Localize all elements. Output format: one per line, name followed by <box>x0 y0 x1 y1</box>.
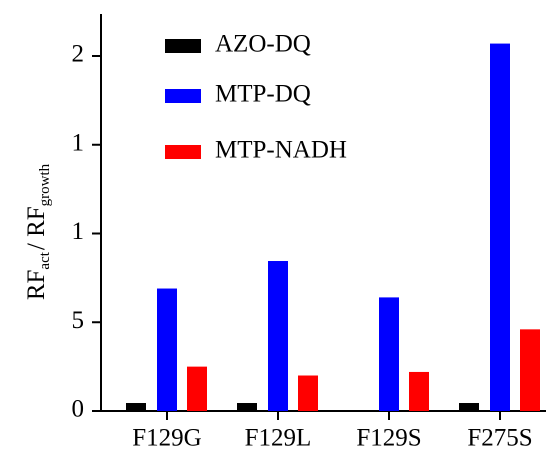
bar <box>187 366 207 411</box>
bar <box>298 375 318 411</box>
bar <box>409 371 429 411</box>
bar <box>268 261 288 411</box>
y-tick-label: 0 <box>72 396 85 423</box>
bar <box>459 403 479 411</box>
x-tick-label: F275S <box>467 425 532 452</box>
y-label-part: growth <box>37 163 53 206</box>
legend-label: MTP-NADH <box>215 137 347 164</box>
x-tick-label: F129S <box>356 425 421 452</box>
legend-swatch <box>165 39 201 53</box>
y-axis-label: RFact/ RFgrowth <box>23 163 54 300</box>
legend-label: MTP-DQ <box>215 81 311 108</box>
y-label-part: / RF <box>23 206 50 250</box>
x-tick-label: F129G <box>132 425 201 452</box>
y-tick-label: 5 <box>72 307 85 334</box>
y-label-part: RF <box>23 270 50 301</box>
y-label-part: act <box>37 251 53 269</box>
x-tick-label: F129L <box>245 425 312 452</box>
bar <box>520 329 540 411</box>
bar <box>157 288 177 411</box>
legend-label: AZO-DQ <box>215 31 311 58</box>
y-tick-label: 1 <box>72 129 85 156</box>
bar <box>126 403 146 411</box>
bar <box>379 297 399 411</box>
legend-swatch <box>165 145 201 159</box>
y-tick-label: 1 <box>72 218 85 245</box>
bar <box>490 43 510 411</box>
legend-swatch <box>165 89 201 103</box>
y-tick-label: 2 <box>72 41 85 68</box>
bar <box>237 403 257 411</box>
